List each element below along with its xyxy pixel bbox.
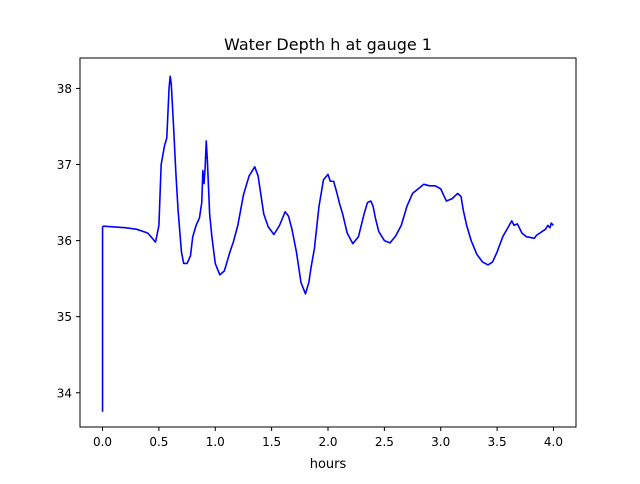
x-tick-label: 3.5 [488,435,507,449]
x-tick-label: 2.5 [375,435,394,449]
y-tick-label: 35 [57,310,72,324]
axis-ticks: 0.0 0.5 1.0 1.5 2.0 2.5 3.0 3.5 4.0 34 35 36 37 38 [57,82,563,449]
x-tick-label: 2.0 [318,435,337,449]
x-tick-label: 0.5 [149,435,168,449]
x-tick-label: 3.0 [431,435,450,449]
x-axis-label: hours [310,457,347,472]
y-tick-label: 38 [57,82,72,96]
series-layer [101,75,555,412]
x-tick-label: 1.0 [206,435,225,449]
x-tick-label: 0.0 [93,435,112,449]
x-tick-label: 1.5 [262,435,281,449]
y-tick-label: 34 [57,386,72,400]
series-line-1 [101,75,555,412]
y-tick-label: 37 [57,158,72,172]
x-tick-label: 4.0 [544,435,563,449]
y-tick-label: 36 [57,234,72,248]
chart-title: Water Depth h at gauge 1 [224,35,432,54]
plot-frame [79,57,577,428]
